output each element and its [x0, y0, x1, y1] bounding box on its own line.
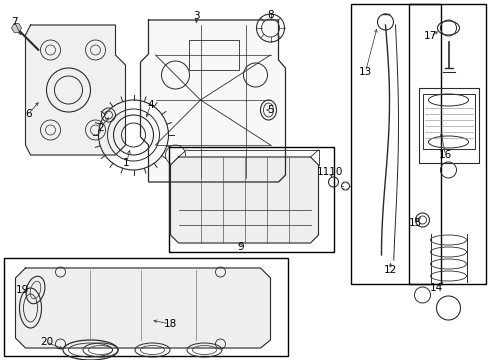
Bar [422, 94, 473, 149]
Text: 16: 16 [438, 150, 451, 160]
Text: 17: 17 [423, 31, 436, 41]
Text: 20: 20 [40, 337, 53, 347]
Text: 1110: 1110 [317, 167, 343, 177]
Text: 1: 1 [123, 158, 129, 168]
Text: 5: 5 [266, 105, 273, 115]
Bar [407, 4, 485, 284]
Text: 13: 13 [358, 67, 371, 77]
Text: 2: 2 [97, 123, 103, 133]
Polygon shape [25, 25, 125, 155]
Bar [4, 258, 287, 356]
Text: 7: 7 [11, 17, 18, 27]
Bar [418, 88, 478, 163]
Text: 6: 6 [25, 109, 32, 119]
Text: 8: 8 [266, 10, 273, 20]
Text: 4: 4 [147, 100, 154, 110]
Bar [168, 147, 333, 252]
Bar [350, 4, 440, 284]
Text: 14: 14 [429, 283, 442, 293]
Text: 15: 15 [408, 218, 421, 228]
Bar [188, 40, 238, 70]
Polygon shape [16, 268, 270, 348]
Text: 19: 19 [16, 285, 29, 295]
Text: 12: 12 [383, 265, 396, 275]
Polygon shape [170, 157, 318, 243]
Text: 3: 3 [193, 11, 200, 21]
Polygon shape [140, 20, 285, 182]
Polygon shape [12, 24, 21, 32]
Text: 18: 18 [163, 319, 177, 329]
Text: 9: 9 [237, 242, 244, 252]
